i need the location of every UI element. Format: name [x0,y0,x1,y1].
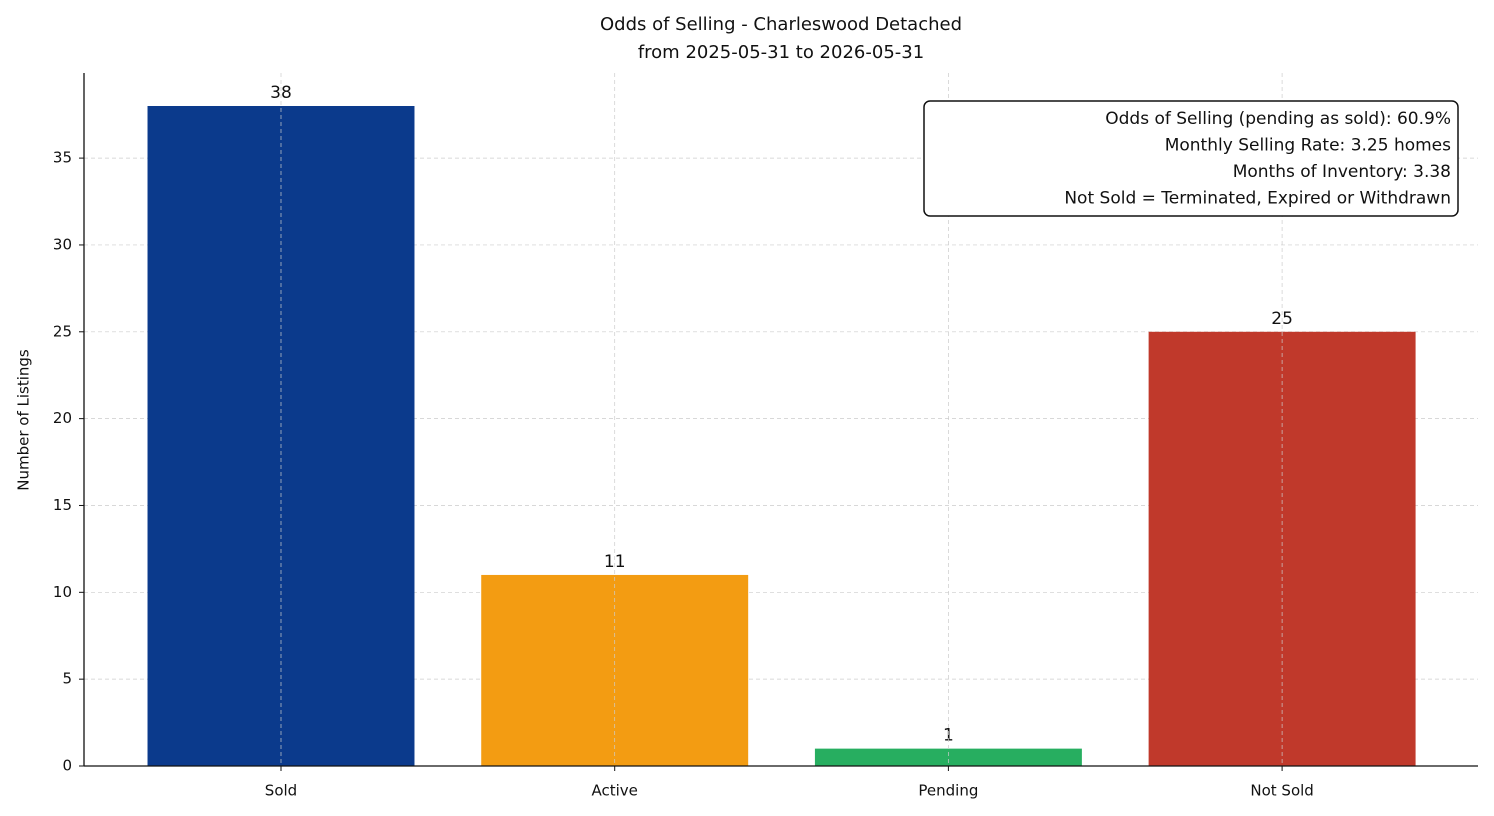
y-tick-label: 20 [53,409,72,427]
y-tick-label: 15 [53,496,72,514]
x-tick-label: Pending [918,782,978,800]
value-label: 11 [604,552,626,572]
annotation-line: Monthly Selling Rate: 3.25 homes [1165,136,1451,156]
value-label: 1 [943,726,954,746]
bar [814,748,1082,766]
annotation-line: Not Sold = Terminated, Expired or Withdr… [1064,189,1451,209]
annotation-box [923,100,1459,217]
x-tick-label: Sold [265,782,297,800]
y-tick-label: 25 [53,322,72,340]
y-tick-label: 0 [62,757,72,775]
bar [147,106,415,766]
y-tick-label: 10 [53,583,72,601]
y-tick-label: 5 [62,670,72,688]
value-label: 38 [270,83,292,103]
x-tick-label: Active [591,782,637,800]
chart-title: Odds of Selling - Charleswood Detached [600,14,962,35]
y-tick-label: 35 [53,149,72,167]
annotation-line: Months of Inventory: 3.38 [1233,162,1451,182]
x-tick-label: Not Sold [1250,782,1313,800]
annotation-line: Odds of Selling (pending as sold): 60.9% [1105,109,1451,129]
chart-subtitle: from 2025-05-31 to 2026-05-31 [638,42,924,63]
y-tick-label: 30 [53,235,72,253]
y-axis-label: Number of Listings [15,349,33,491]
